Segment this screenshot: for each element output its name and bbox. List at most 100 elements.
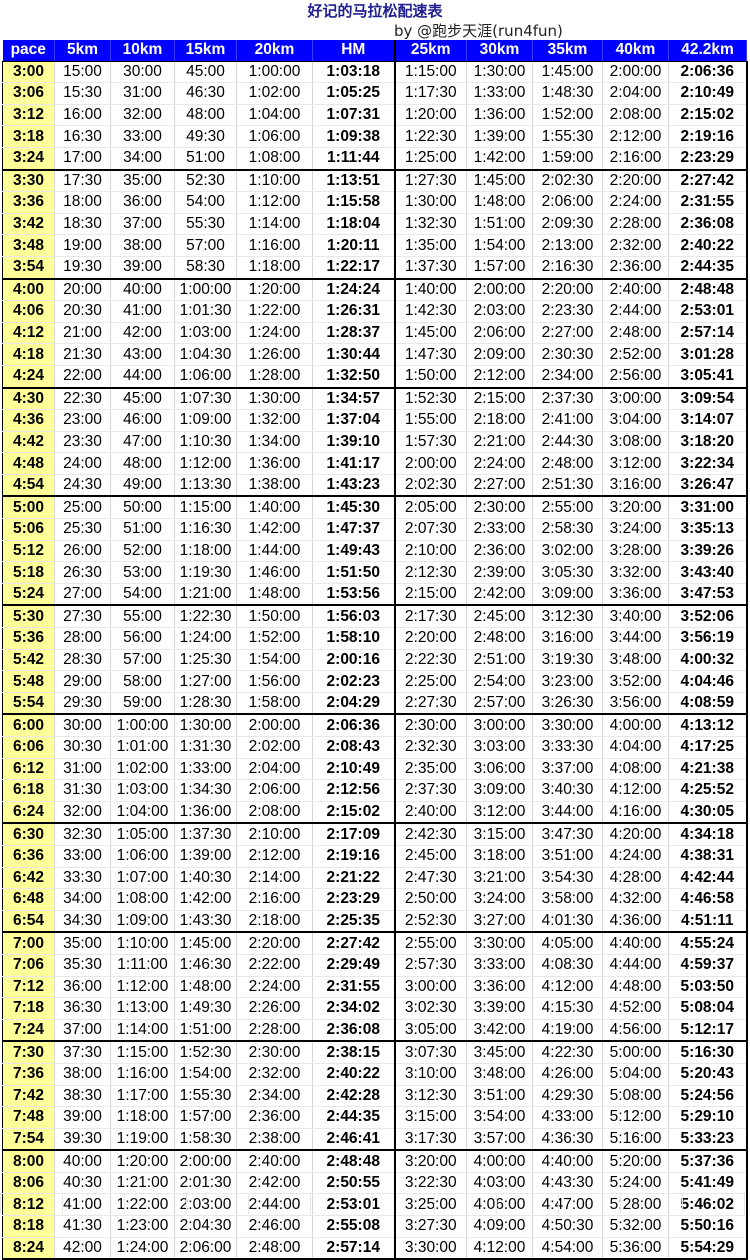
time-cell: 4:43:30 [532, 1172, 603, 1195]
pace-cell: 7:18 [2, 997, 55, 1020]
time-cell: 1:42:00 [236, 518, 313, 541]
time-cell: 1:05:00 [110, 823, 175, 846]
time-cell: 3:03:00 [466, 736, 533, 759]
pace-cell: 6:48 [2, 888, 55, 911]
time-cell: 1:30:00 [174, 714, 237, 738]
table-row: 4:30 22:30 45:00 1:07:30 1:30:00 1:34:57 1:52:… [2, 387, 748, 411]
time-cell: 1:48:30 [532, 82, 603, 105]
time-cell: 3:54:00 [466, 1106, 533, 1129]
time-cell: 1:57:00 [466, 256, 533, 280]
time-cell: 2:51:00 [466, 649, 533, 672]
time-cell: 4:42:44 [668, 867, 748, 890]
time-cell: 3:05:41 [668, 365, 748, 389]
time-cell: 2:00:00 [174, 1150, 237, 1173]
time-cell: 1:48:00 [174, 976, 237, 999]
time-cell: 5:12:00 [602, 1106, 669, 1129]
table-row: 3:54 19:30 39:00 58:30 1:18:00 1:22:17 1:37:30… [2, 256, 748, 280]
time-cell: 2:40:00 [236, 1150, 313, 1173]
time-cell: 3:44:00 [532, 801, 603, 825]
time-cell: 1:36:00 [174, 801, 237, 825]
time-cell: 1:45:00 [532, 61, 603, 84]
time-cell: 1:18:04 [312, 213, 396, 236]
time-cell: 4:21:38 [668, 758, 748, 781]
time-cell: 49:00 [110, 474, 175, 498]
time-cell: 2:48:00 [466, 627, 533, 650]
pace-cell: 4:36 [2, 409, 55, 432]
time-cell: 33:00 [54, 845, 111, 868]
time-cell: 1:58:00 [236, 692, 313, 716]
time-cell: 2:16:00 [236, 888, 313, 911]
time-cell: 5:41:49 [668, 1172, 748, 1195]
time-cell: 20:30 [54, 300, 111, 323]
table-row: 6:00 30:00 1:00:00 1:30:00 2:00:00 2:06:36 2:3… [2, 714, 748, 738]
time-cell: 2:00:16 [312, 649, 396, 672]
time-cell: 35:00 [110, 169, 175, 193]
time-cell: 2:48:48 [312, 1150, 396, 1173]
time-cell: 16:00 [54, 104, 111, 127]
time-cell: 1:31:30 [174, 736, 237, 759]
time-cell: 2:22:30 [394, 649, 467, 672]
time-cell: 1:05:25 [312, 82, 396, 105]
time-cell: 1:37:30 [174, 823, 237, 846]
time-cell: 3:58:00 [532, 888, 603, 911]
time-cell: 2:27:42 [312, 932, 396, 955]
time-cell: 1:46:30 [174, 954, 237, 977]
time-cell: 3:56:19 [668, 627, 748, 650]
time-cell: 3:30:00 [466, 932, 533, 955]
time-cell: 4:24:00 [602, 845, 669, 868]
time-cell: 1:03:00 [110, 779, 175, 802]
time-cell: 1:20:11 [312, 234, 396, 257]
time-cell: 2:31:55 [668, 191, 748, 214]
time-cell: 3:45:00 [466, 1041, 533, 1064]
time-cell: 1:36:00 [236, 452, 313, 475]
time-cell: 2:56:00 [602, 365, 669, 389]
table-row: 6:30 32:30 1:05:00 1:37:30 2:10:00 2:17:09 2:4… [2, 823, 748, 846]
time-cell: 1:21:00 [110, 1172, 175, 1195]
time-cell: 25:00 [54, 496, 111, 520]
time-cell: 1:07:31 [312, 104, 396, 127]
time-cell: 1:11:00 [110, 954, 175, 977]
time-cell: 38:00 [54, 1063, 111, 1086]
time-cell: 2:20:00 [394, 627, 467, 650]
time-cell: 4:05:00 [532, 932, 603, 955]
time-cell: 3:18:20 [668, 431, 748, 454]
pace-cell: 7:36 [2, 1063, 55, 1086]
time-cell: 3:40:30 [532, 779, 603, 802]
time-cell: 1:54:00 [174, 1063, 237, 1086]
time-cell: 4:36:00 [602, 910, 669, 934]
time-cell: 1:47:37 [312, 518, 396, 541]
time-cell: 3:48:00 [602, 649, 669, 672]
time-cell: 1:03:18 [312, 61, 396, 84]
time-cell: 2:47:30 [394, 867, 467, 890]
time-cell: 4:04:46 [668, 670, 748, 693]
time-cell: 2:14:00 [236, 867, 313, 890]
time-cell: 2:51:30 [532, 474, 603, 498]
header-row: pace 5km 10km 15km 20km HM 25km 30km 35km 40km 42.… [2, 40, 747, 62]
time-cell: 1:00:00 [236, 61, 313, 84]
table-row: 3:12 16:00 32:00 48:00 1:04:00 1:07:31 1:20:00… [2, 104, 748, 127]
time-cell: 3:57:00 [466, 1128, 533, 1152]
time-cell: 1:24:00 [174, 627, 237, 650]
pace-cell: 3:30 [2, 169, 55, 193]
table-row: 7:12 36:00 1:12:00 1:48:00 2:24:00 2:31:55 3:0… [2, 976, 748, 999]
time-cell: 33:00 [110, 125, 175, 148]
table-row: 7:00 35:00 1:10:00 1:45:00 2:20:00 2:27:42 2:5… [2, 932, 748, 955]
time-cell: 1:52:30 [174, 1041, 237, 1064]
time-cell: 3:42:00 [466, 1019, 533, 1043]
pace-cell: 3:36 [2, 191, 55, 214]
time-cell: 55:00 [110, 605, 175, 629]
time-cell: 2:24:00 [236, 976, 313, 999]
time-cell: 18:30 [54, 213, 111, 236]
time-cell: 4:40:00 [532, 1150, 603, 1173]
time-cell: 1:07:30 [174, 387, 237, 411]
time-cell: 2:32:00 [236, 1063, 313, 1086]
time-cell: 2:38:00 [236, 1128, 313, 1152]
time-cell: 22:00 [54, 365, 111, 389]
time-cell: 1:04:00 [236, 104, 313, 127]
table-row: 7:06 35:30 1:11:00 1:46:30 2:22:00 2:29:49 2:5… [2, 954, 748, 977]
time-cell: 51:00 [174, 147, 237, 171]
time-cell: 2:40:22 [668, 234, 748, 257]
time-cell: 2:15:02 [668, 104, 748, 127]
time-cell: 4:17:25 [668, 736, 748, 759]
time-cell: 2:09:00 [466, 343, 533, 366]
